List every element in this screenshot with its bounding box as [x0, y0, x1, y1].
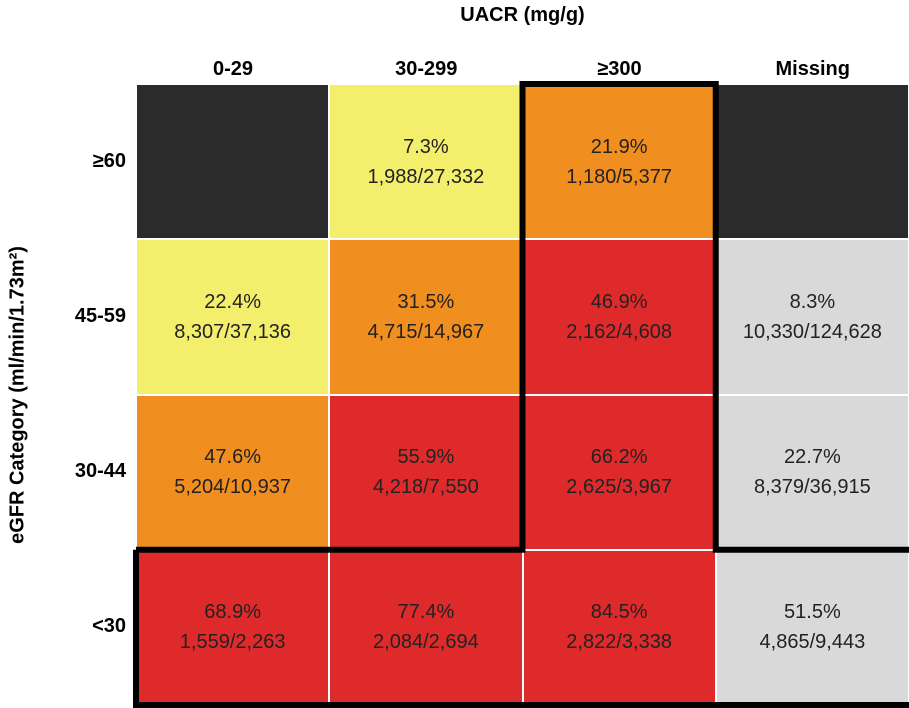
- heat-cell: 46.9% 2,162/4,608: [522, 239, 716, 395]
- cell-fraction: 10,330/124,628: [742, 320, 882, 343]
- cell-percent: 22.7%: [784, 446, 841, 469]
- cell-percent: 68.9%: [204, 601, 261, 624]
- cell-percent: 84.5%: [590, 601, 648, 624]
- heat-cell: [136, 84, 330, 240]
- heat-cell: 47.6% 5,204/10,937: [136, 394, 330, 550]
- cell-fraction: 4,865/9,443: [759, 631, 866, 654]
- column-header: ≥300: [597, 58, 642, 80]
- row-header: 45-59: [74, 304, 126, 327]
- cell-percent: 7.3%: [403, 135, 449, 158]
- cell-fraction: 8,307/37,136: [174, 320, 292, 343]
- cell-percent: 77.4%: [397, 601, 455, 624]
- cell-fraction: 5,204/10,937: [174, 476, 292, 499]
- cell-percent: 55.9%: [397, 446, 455, 469]
- column-header: 30-299: [395, 58, 458, 80]
- heat-cell: 68.9% 1,559/2,263: [136, 549, 330, 705]
- column-header: Missing: [775, 58, 850, 80]
- cell-fraction: 2,625/3,967: [566, 476, 672, 499]
- cell-percent: 46.9%: [590, 290, 648, 313]
- title: UACR (mg/g): [460, 4, 585, 26]
- cell-fraction: 2,822/3,338: [566, 631, 672, 654]
- cell-percent: 51.5%: [784, 601, 841, 624]
- row-header: 30-44: [74, 460, 126, 483]
- heat-cell: 51.5% 4,865/9,443: [715, 549, 909, 705]
- heat-cell: 55.9% 4,218/7,550: [329, 394, 523, 550]
- cell-percent: 47.6%: [204, 446, 261, 469]
- cell-fraction: 2,084/2,694: [373, 631, 479, 654]
- heat-cell: 77.4% 2,084/2,694: [329, 549, 523, 705]
- cell-fraction: 4,218/7,550: [373, 476, 479, 499]
- cell-percent: 8.3%: [789, 290, 836, 313]
- column-header: 0-29: [212, 58, 254, 80]
- highlight-border: [133, 549, 909, 708]
- row-header: ≥60: [92, 149, 126, 172]
- cell-fraction: 8,379/36,915: [753, 476, 871, 499]
- cell-fraction: 1,988/27,332: [367, 165, 485, 188]
- heat-cell: 7.3% 1,988/27,332: [329, 84, 523, 240]
- cell-fraction: 1,180/5,377: [566, 165, 672, 188]
- highlight-border: [136, 81, 909, 553]
- heat-cell: 22.4% 8,307/37,136: [136, 239, 330, 395]
- cell-percent: 22.4%: [204, 290, 261, 313]
- cell-percent: 21.9%: [590, 135, 648, 158]
- cell-percent: 66.2%: [590, 446, 648, 469]
- heat-cell: 8.3% 10,330/124,628: [715, 239, 909, 395]
- cell-percent: 31.5%: [397, 290, 455, 313]
- cell-fraction: 4,715/14,967: [367, 320, 485, 343]
- row-header: <30: [92, 615, 126, 638]
- cell-fraction: 1,559/2,263: [179, 631, 286, 654]
- heat-cell: [715, 84, 909, 240]
- cell-fraction: 2,162/4,608: [566, 320, 672, 343]
- heat-cell: 21.9% 1,180/5,377: [522, 84, 716, 240]
